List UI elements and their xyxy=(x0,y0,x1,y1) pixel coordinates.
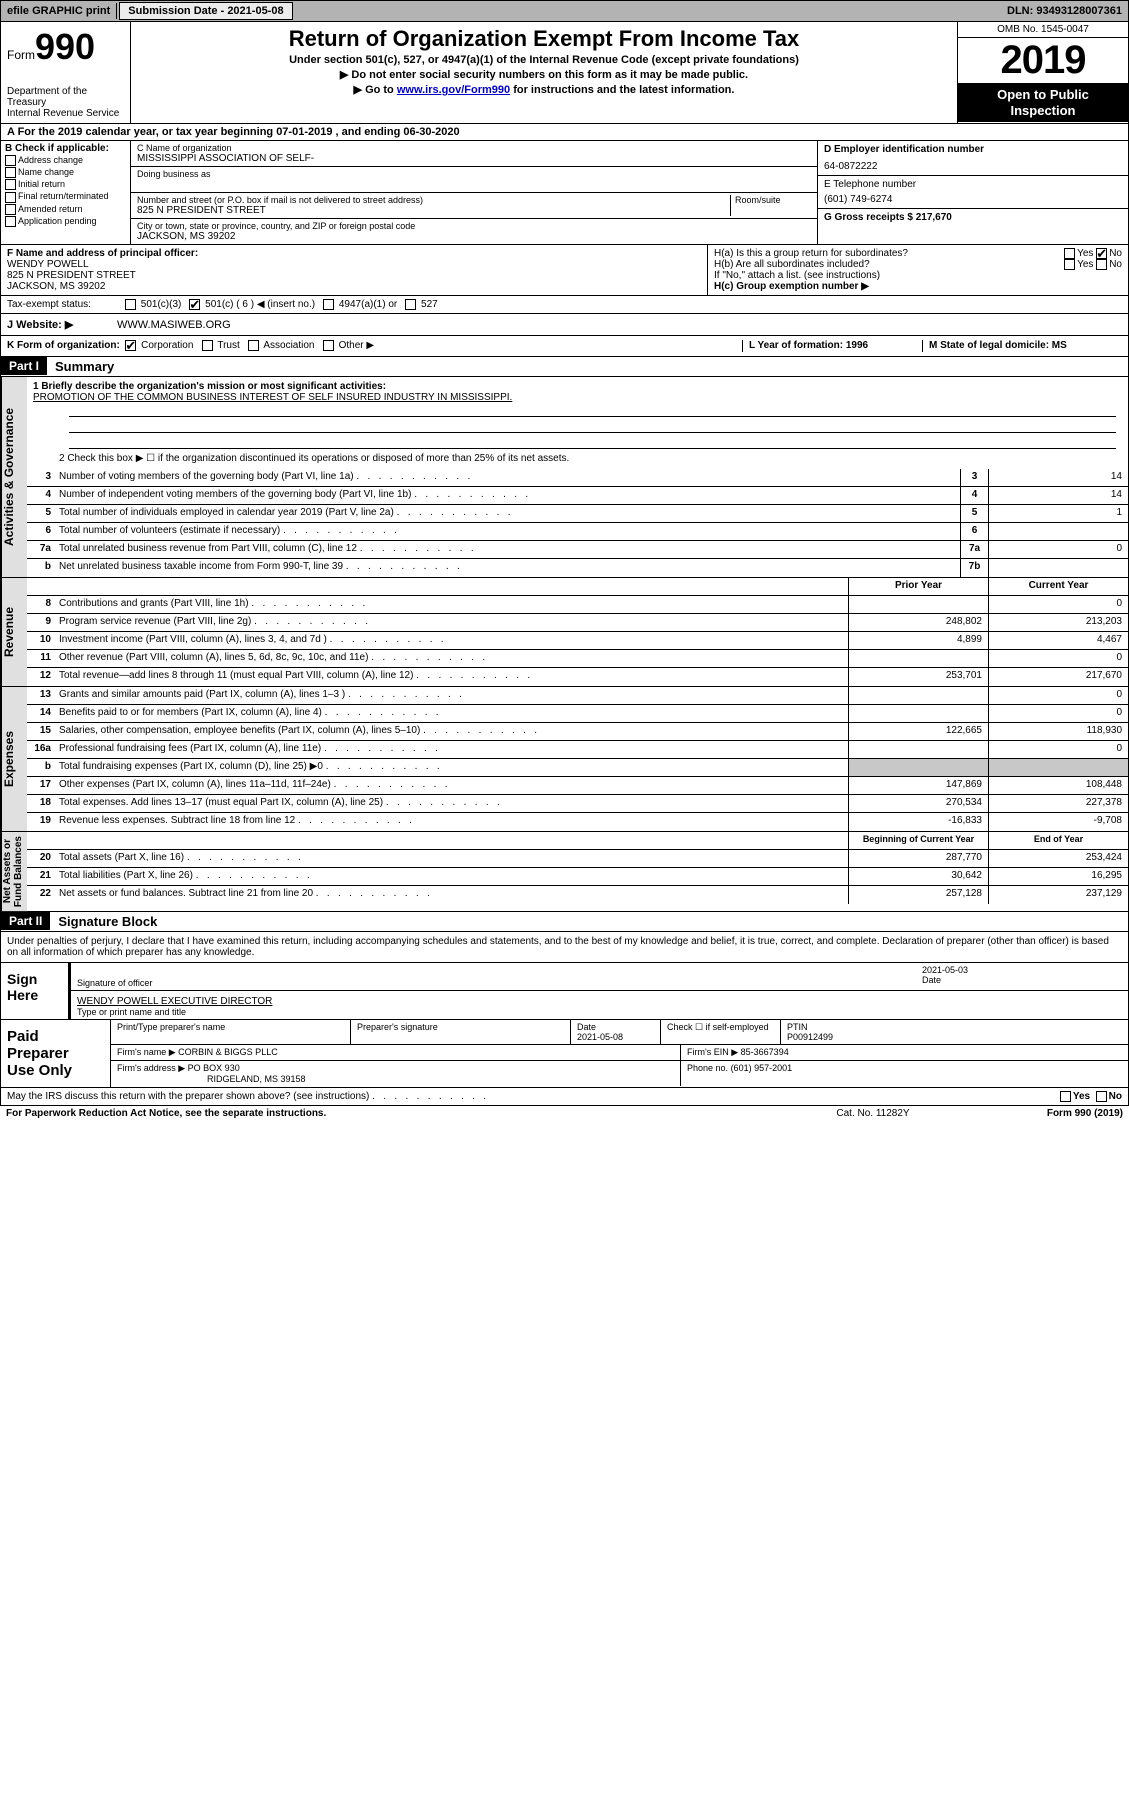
table-row: 22 Net assets or fund balances. Subtract… xyxy=(27,886,1128,904)
paid-preparer-section: Paid Preparer Use Only Print/Type prepar… xyxy=(1,1019,1128,1087)
firm-name: CORBIN & BIGGS PLLC xyxy=(178,1047,278,1057)
chk-name-change[interactable]: Name change xyxy=(5,167,126,178)
chk-other[interactable] xyxy=(323,340,334,351)
row-tax-exempt: Tax-exempt status: 501(c)(3) 501(c) ( 6 … xyxy=(0,296,1129,314)
chk-trust[interactable] xyxy=(202,340,213,351)
sign-here-label: Sign Here xyxy=(1,963,71,1019)
row-k: K Form of organization: Corporation Trus… xyxy=(0,336,1129,356)
table-row: 12 Total revenue—add lines 8 through 11 … xyxy=(27,668,1128,686)
table-row: 13 Grants and similar amounts paid (Part… xyxy=(27,687,1128,705)
chk-application-pending[interactable]: Application pending xyxy=(5,216,126,227)
chk-address-change[interactable]: Address change xyxy=(5,155,126,166)
note-ssn: ▶ Do not enter social security numbers o… xyxy=(137,68,951,81)
signature-block: Under penalties of perjury, I declare th… xyxy=(0,932,1129,1088)
expenses-section: Expenses 13 Grants and similar amounts p… xyxy=(0,686,1129,831)
ein-value: 64-0872222 xyxy=(824,161,1122,172)
row-f: F Name and address of principal officer:… xyxy=(0,245,1129,296)
form-header: Form990 Department of the Treasury Inter… xyxy=(0,22,1129,123)
department-label: Department of the Treasury Internal Reve… xyxy=(7,86,124,119)
table-row: 17 Other expenses (Part IX, column (A), … xyxy=(27,777,1128,795)
table-row: 11 Other revenue (Part VIII, column (A),… xyxy=(27,650,1128,668)
org-name: MISSISSIPPI ASSOCIATION OF SELF- xyxy=(137,153,811,164)
submission-date-button[interactable]: Submission Date - 2021-05-08 xyxy=(119,2,292,20)
table-row: 10 Investment income (Part VIII, column … xyxy=(27,632,1128,650)
open-public-badge: Open to Public Inspection xyxy=(958,83,1128,122)
hb-yes[interactable] xyxy=(1064,259,1075,270)
table-row: 15 Salaries, other compensation, employe… xyxy=(27,723,1128,741)
table-row: 16a Professional fundraising fees (Part … xyxy=(27,741,1128,759)
chk-corporation[interactable] xyxy=(125,340,136,351)
chk-501c[interactable] xyxy=(189,299,200,310)
firm-phone: (601) 957-2001 xyxy=(731,1063,793,1073)
table-row: 5 Total number of individuals employed i… xyxy=(27,505,1128,523)
discuss-no[interactable] xyxy=(1096,1091,1107,1102)
dln-label: DLN: 93493128007361 xyxy=(1001,3,1128,19)
gross-receipts: G Gross receipts $ 217,670 xyxy=(824,212,1122,223)
chk-4947[interactable] xyxy=(323,299,334,310)
firm-ein: 85-3667394 xyxy=(741,1047,789,1057)
officer-name: WENDY POWELL xyxy=(7,259,701,270)
column-d: D Employer identification number 64-0872… xyxy=(818,141,1128,244)
table-row: 21 Total liabilities (Part X, line 26) 3… xyxy=(27,868,1128,886)
form-number: Form990 xyxy=(7,26,124,68)
table-row: b Net unrelated business taxable income … xyxy=(27,559,1128,577)
table-row: 18 Total expenses. Add lines 13–17 (must… xyxy=(27,795,1128,813)
table-row: 4 Number of independent voting members o… xyxy=(27,487,1128,505)
irs-link[interactable]: www.irs.gov/Form990 xyxy=(397,84,510,96)
table-row: 20 Total assets (Part X, line 16) 287,77… xyxy=(27,850,1128,868)
officer-printed-name: WENDY POWELL EXECUTIVE DIRECTOR xyxy=(77,996,1122,1007)
form-subtitle: Under section 501(c), 527, or 4947(a)(1)… xyxy=(137,54,951,66)
table-row: 14 Benefits paid to or for members (Part… xyxy=(27,705,1128,723)
row-a: A For the 2019 calendar year, or tax yea… xyxy=(0,123,1129,141)
table-row: 9 Program service revenue (Part VIII, li… xyxy=(27,614,1128,632)
revenue-section: Revenue Prior YearCurrent Year 8 Contrib… xyxy=(0,577,1129,686)
table-row: 3 Number of voting members of the govern… xyxy=(27,469,1128,487)
part1-header: Part I Summary xyxy=(0,357,1129,377)
ha-no[interactable] xyxy=(1096,248,1107,259)
chk-initial-return[interactable]: Initial return xyxy=(5,179,126,190)
table-row: 7a Total unrelated business revenue from… xyxy=(27,541,1128,559)
chk-527[interactable] xyxy=(405,299,416,310)
form-title: Return of Organization Exempt From Incom… xyxy=(137,26,951,52)
hb-no[interactable] xyxy=(1096,259,1107,270)
note-link: ▶ Go to www.irs.gov/Form990 for instruct… xyxy=(137,83,951,96)
discuss-yes[interactable] xyxy=(1060,1091,1071,1102)
table-row: 6 Total number of volunteers (estimate i… xyxy=(27,523,1128,541)
column-c: C Name of organization MISSISSIPPI ASSOC… xyxy=(131,141,818,244)
phone-value: (601) 749-6274 xyxy=(824,194,1122,205)
row-website: J Website: ▶ WWW.MASIWEB.ORG xyxy=(0,314,1129,336)
ha-yes[interactable] xyxy=(1064,248,1075,259)
discuss-row: May the IRS discuss this return with the… xyxy=(0,1088,1129,1106)
ptin-value: P00912499 xyxy=(787,1032,1122,1042)
table-row: 8 Contributions and grants (Part VIII, l… xyxy=(27,596,1128,614)
part2-header: Part II Signature Block xyxy=(0,912,1129,932)
chk-501c3[interactable] xyxy=(125,299,136,310)
mission-text: PROMOTION OF THE COMMON BUSINESS INTERES… xyxy=(33,392,1122,403)
table-row: b Total fundraising expenses (Part IX, c… xyxy=(27,759,1128,777)
chk-amended[interactable]: Amended return xyxy=(5,204,126,215)
omb-number: OMB No. 1545-0047 xyxy=(958,22,1128,38)
street-address: 825 N PRESIDENT STREET xyxy=(137,205,726,216)
footer-row: For Paperwork Reduction Act Notice, see … xyxy=(0,1106,1129,1121)
efile-label: efile GRAPHIC print xyxy=(1,3,117,19)
tax-year: 2019 xyxy=(958,38,1128,83)
chk-association[interactable] xyxy=(248,340,259,351)
section-bcd: B Check if applicable: Address change Na… xyxy=(0,141,1129,245)
prep-date: 2021-05-08 xyxy=(577,1032,654,1042)
chk-final-return[interactable]: Final return/terminated xyxy=(5,191,126,202)
declaration-text: Under penalties of perjury, I declare th… xyxy=(1,932,1128,963)
column-b: B Check if applicable: Address change Na… xyxy=(1,141,131,244)
signature-date: 2021-05-03 xyxy=(922,965,1122,975)
table-row: 19 Revenue less expenses. Subtract line … xyxy=(27,813,1128,831)
topbar: efile GRAPHIC print Submission Date - 20… xyxy=(0,0,1129,22)
city-state-zip: JACKSON, MS 39202 xyxy=(137,231,811,242)
website-value: WWW.MASIWEB.ORG xyxy=(117,319,231,331)
activities-governance-section: Activities & Governance 1 Briefly descri… xyxy=(0,377,1129,577)
net-assets-section: Net Assets or Fund Balances Beginning of… xyxy=(0,831,1129,912)
